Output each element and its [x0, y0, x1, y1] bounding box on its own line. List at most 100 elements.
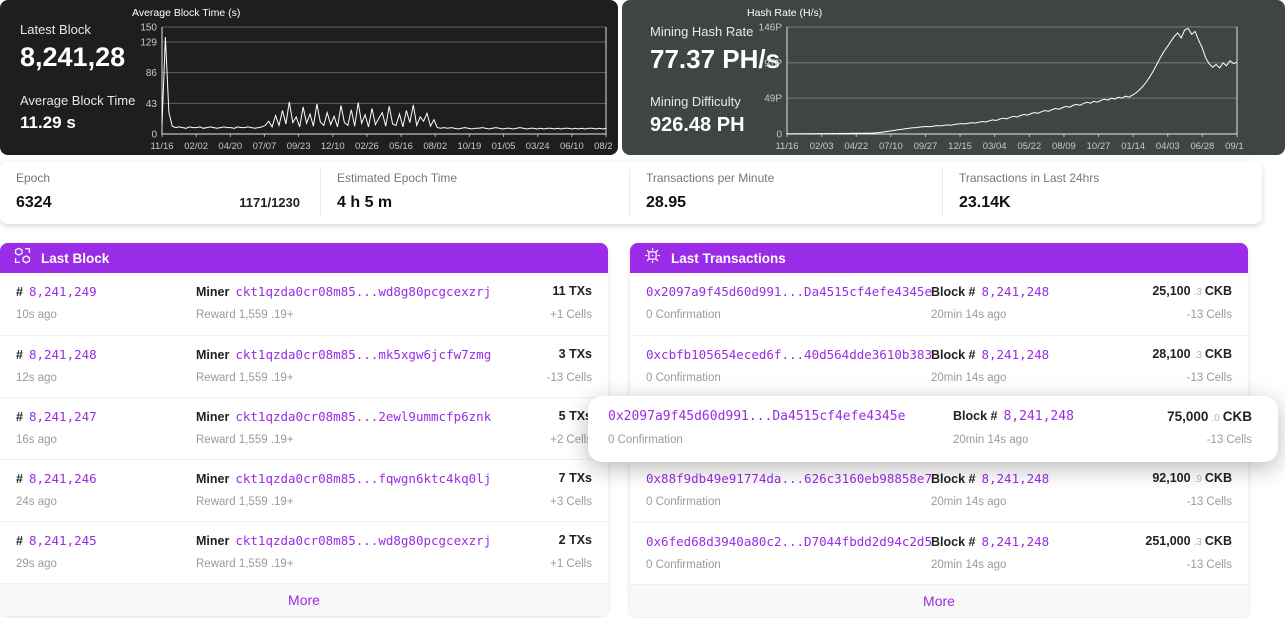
- svg-text:05/16: 05/16: [389, 141, 413, 151]
- amount-value: 75,000: [1167, 409, 1209, 424]
- epoch-cell: Epoch 6324 1171/1230: [0, 161, 320, 224]
- block-number-link[interactable]: 8,241,248: [1003, 409, 1074, 424]
- block-number-link[interactable]: 8,241,248: [981, 471, 1050, 486]
- svg-text:09/15: 09/15: [1225, 141, 1243, 151]
- latest-block-stat: Latest Block 8,241,28: [20, 22, 125, 73]
- transactions-last-24hrs-cell: Transactions in Last 24hrs 23.14K: [943, 161, 1262, 224]
- mining-hash-rate-panel: Mining Hash Rate 77.37 PH/s Mining Diffi…: [622, 0, 1285, 155]
- tx-hash-link[interactable]: 0x2097a9f45d60d991...Da4515cf4efe4345e: [608, 409, 906, 424]
- chart-title: Hash Rate (H/s): [747, 7, 823, 19]
- miner-label: Miner: [196, 410, 230, 424]
- transactions-icon: [644, 247, 661, 269]
- amount-decimal: .3: [1193, 537, 1202, 548]
- svg-text:08/09: 08/09: [1052, 141, 1076, 151]
- tx-count: 7 TXs: [558, 471, 592, 485]
- block-number-link[interactable]: 8,241,247: [28, 409, 97, 424]
- reward-label: Reward: [196, 434, 236, 446]
- latest-block-panel: Latest Block 8,241,28 Average Block Time…: [0, 0, 618, 155]
- svg-text:10/19: 10/19: [457, 141, 481, 151]
- transaction-row: 0x6fed68d3940a80c2...D7044fbdd2d94c2d5 0…: [630, 522, 1248, 584]
- block-row: #8,241,248 12s ago Miner ckt1qzda0cr08m85…: [0, 335, 608, 397]
- svg-text:04/22: 04/22: [844, 141, 868, 151]
- block-number-link[interactable]: 8,241,246: [28, 471, 97, 486]
- tx-hash-link[interactable]: 0x2097a9f45d60d991...Da4515cf4efe4345e: [646, 284, 932, 299]
- last-block-rows: #8,241,249 10s ago Miner ckt1qzda0cr08m85…: [0, 273, 608, 583]
- reward-value: 1,559: [238, 434, 268, 446]
- svg-text:97P: 97P: [764, 58, 782, 69]
- estimated-epoch-time-cell: Estimated Epoch Time 4 h 5 m: [321, 161, 629, 224]
- miner-address-link[interactable]: ckt1qzda0cr08m85...mk5xgw6jcfw7zmg: [235, 347, 492, 362]
- svg-text:12/10: 12/10: [321, 141, 345, 151]
- tx-age: 20min 14s ago: [931, 309, 1007, 321]
- tx-hash-link[interactable]: 0x88f9db49e91774da...626c3160eb98858e7: [646, 471, 932, 486]
- tx-hash-link[interactable]: 0x6fed68d3940a80c2...D7044fbdd2d94c2d5: [646, 534, 932, 549]
- block-number-link[interactable]: 8,241,248: [981, 534, 1050, 549]
- hash-sign: #: [16, 472, 23, 486]
- chart-title: Average Block Time (s): [132, 7, 241, 19]
- amount-decimal: .3: [1193, 350, 1202, 361]
- miner-address-link[interactable]: ckt1qzda0cr08m85...wd8g80pcgcexzrj: [235, 533, 492, 548]
- miner-address-link[interactable]: ckt1qzda0cr08m85...2ewl9ummcfp6znk: [235, 409, 492, 424]
- reward-decimal: .19+: [270, 434, 294, 446]
- block-number-link[interactable]: 8,241,248: [981, 284, 1050, 299]
- block-row: #8,241,247 16s ago Miner ckt1qzda0cr08m85…: [0, 397, 608, 459]
- confirmation: 0 Confirmation: [646, 559, 721, 571]
- block-number-link[interactable]: 8,241,249: [28, 284, 97, 299]
- last-block-header: Last Block: [0, 243, 608, 273]
- tx-hash-link[interactable]: 0xcbfb105654eced6f...40d564dde3610b383: [646, 347, 932, 362]
- last-transactions-footer: More: [630, 584, 1248, 617]
- mining-difficulty-label: Mining Difficulty: [650, 94, 741, 109]
- reward-label: Reward: [196, 558, 236, 570]
- reward-decimal: .19+: [270, 309, 294, 321]
- svg-text:07/10: 07/10: [879, 141, 903, 151]
- hash-sign: #: [16, 534, 23, 548]
- divider: [629, 169, 630, 216]
- reward-label: Reward: [196, 309, 236, 321]
- block-label: Block #: [931, 535, 976, 549]
- block-number-link[interactable]: 8,241,248: [28, 347, 97, 362]
- last-transactions-header: Last Transactions: [630, 243, 1248, 273]
- blocks-icon: [14, 247, 31, 269]
- transactions-per-minute-cell: Transactions per Minute 28.95: [630, 161, 942, 224]
- amount-decimal: .9: [1193, 474, 1202, 485]
- epoch-label: Epoch: [16, 171, 51, 185]
- svg-text:08/02: 08/02: [423, 141, 447, 151]
- reward-value: 1,559: [238, 309, 268, 321]
- miner-address-link[interactable]: ckt1qzda0cr08m85...fqwgn6ktc4kq0lj: [235, 471, 492, 486]
- svg-text:02/26: 02/26: [355, 141, 379, 151]
- mining-hash-rate-label: Mining Hash Rate: [650, 24, 754, 39]
- block-label: Block #: [931, 285, 976, 299]
- tx-age: 20min 14s ago: [931, 372, 1007, 384]
- svg-text:06/10: 06/10: [560, 141, 584, 151]
- amount-value: 25,100: [1152, 284, 1191, 298]
- hash-rate-chart: Hash Rate (H/s) 146P 97P 49P 0 11/16 02/03 04/…: [745, 3, 1243, 153]
- svg-text:12/15: 12/15: [948, 141, 972, 151]
- last-transactions-title: Last Transactions: [671, 250, 786, 266]
- reward-value: 1,559: [238, 496, 268, 508]
- svg-text:04/20: 04/20: [218, 141, 242, 151]
- amount-value: 251,000: [1145, 534, 1191, 548]
- transaction-row: 0xcbfb105654eced6f...40d564dde3610b383 0…: [630, 335, 1248, 397]
- mining-hash-rate-stat: Mining Hash Rate 77.37 PH/s: [650, 24, 780, 75]
- block-number-link[interactable]: 8,241,245: [28, 533, 97, 548]
- last-block-more-link[interactable]: More: [288, 592, 320, 608]
- block-row: #8,241,246 24s ago Miner ckt1qzda0cr08m85…: [0, 459, 608, 521]
- svg-text:0: 0: [776, 130, 782, 141]
- miner-label: Miner: [196, 472, 230, 486]
- miner-label: Miner: [196, 534, 230, 548]
- miner-address-link[interactable]: ckt1qzda0cr08m85...wd8g80pcgcexzrj: [235, 284, 492, 299]
- confirmation: 0 Confirmation: [646, 309, 721, 321]
- last-transactions-more-link[interactable]: More: [923, 593, 955, 609]
- reward-label: Reward: [196, 496, 236, 508]
- epoch-value: 6324: [16, 194, 52, 211]
- block-age: 29s ago: [16, 558, 57, 570]
- epoch-stats-strip: Epoch 6324 1171/1230 Estimated Epoch Tim…: [0, 161, 1262, 224]
- amount-value: 28,100: [1152, 347, 1191, 361]
- svg-text:01/14: 01/14: [1121, 141, 1145, 151]
- svg-text:01/05: 01/05: [492, 141, 516, 151]
- last-block-footer: More: [0, 583, 608, 616]
- confirmation: 0 Confirmation: [646, 496, 721, 508]
- floating-transaction-row[interactable]: 0x2097a9f45d60d991...Da4515cf4efe4345e 0…: [588, 396, 1278, 462]
- block-number-link[interactable]: 8,241,248: [981, 347, 1050, 362]
- svg-text:150: 150: [140, 23, 157, 34]
